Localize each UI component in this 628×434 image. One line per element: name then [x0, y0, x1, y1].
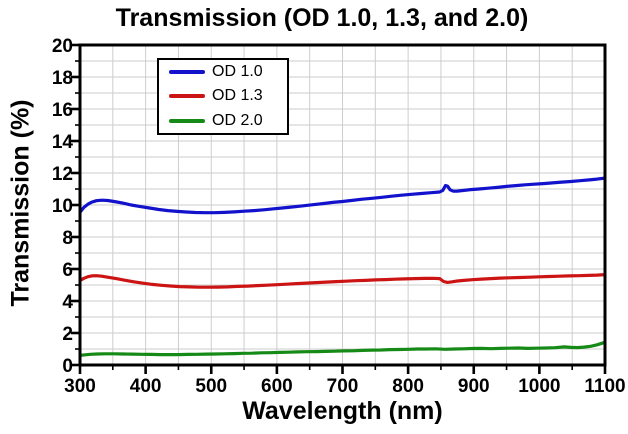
series-line-od-1.3 [80, 273, 605, 289]
y-tick-label: 6 [62, 260, 73, 281]
legend-line-swatch-red [169, 94, 205, 99]
series-line-od-2.0 [80, 340, 605, 357]
tick-marks [71, 43, 607, 374]
y-tick-label: 16 [52, 100, 73, 121]
x-tick-label: 300 [64, 376, 96, 397]
y-tick-label: 10 [52, 196, 73, 217]
legend-label: OD 1.3 [212, 87, 263, 105]
y-tick-label: 14 [52, 132, 74, 153]
legend-line-swatch-green [169, 118, 205, 123]
y-tick-label: 18 [52, 68, 73, 89]
legend-entry: OD 2.0 [159, 111, 287, 129]
x-tick-label: 1000 [518, 376, 560, 397]
y-tick-label: 2 [62, 324, 73, 345]
x-tick-label: 400 [130, 376, 162, 397]
legend-label: OD 2.0 [212, 111, 263, 129]
x-tick-label: 900 [458, 376, 490, 397]
x-tick-label: 1100 [584, 376, 625, 397]
y-tick-label: 12 [52, 164, 73, 185]
y-tick-label: 20 [52, 36, 73, 57]
y-tick-labels: 0 2 4 6 8 10 12 14 16 18 20 [52, 36, 74, 377]
x-tick-label: 500 [195, 376, 227, 397]
legend: OD 1.0 OD 1.3 OD 2.0 [157, 58, 289, 135]
x-tick-label: 800 [392, 376, 424, 397]
legend-entry: OD 1.3 [159, 88, 287, 104]
x-tick-label: 600 [261, 376, 293, 397]
chart-title: Transmission (OD 1.0, 1.3, and 2.0) [115, 4, 529, 32]
y-tick-label: 8 [62, 228, 73, 249]
x-tick-label: 700 [327, 376, 359, 397]
x-axis-label: Wavelength (nm) [242, 397, 443, 425]
legend-entry: OD 1.0 [159, 64, 287, 80]
legend-line-swatch-blue [169, 70, 205, 75]
legend-label: OD 1.0 [212, 63, 263, 81]
series-line-od-1.0 [80, 176, 605, 215]
x-tick-labels: 300 400 500 600 700 800 900 1000 1100 [64, 376, 625, 397]
y-tick-label: 4 [62, 292, 73, 313]
y-tick-label: 0 [62, 356, 73, 377]
series-lines [80, 176, 605, 357]
